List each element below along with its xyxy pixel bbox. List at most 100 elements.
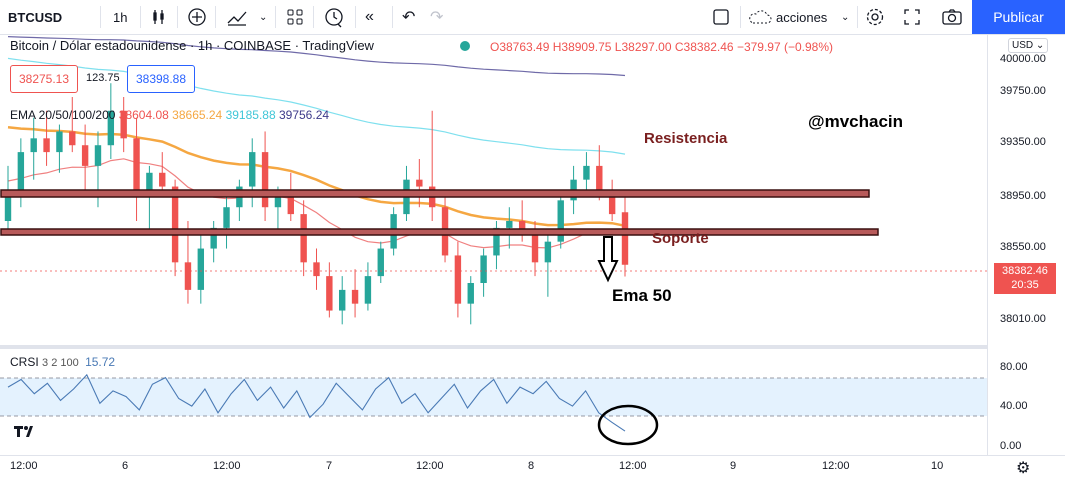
redo-icon[interactable]: ↷ bbox=[430, 9, 444, 26]
candle[interactable] bbox=[506, 221, 513, 228]
price-tick: 39750.00 bbox=[1000, 85, 1046, 97]
crsi-pane[interactable] bbox=[0, 349, 987, 455]
candle[interactable] bbox=[300, 214, 307, 263]
candle[interactable] bbox=[223, 207, 230, 228]
add-indicator-icon[interactable] bbox=[187, 0, 207, 34]
candle[interactable] bbox=[249, 152, 256, 187]
resistance-annotation[interactable]: Resistencia bbox=[644, 130, 728, 147]
chevron-down-icon[interactable]: ⌄ bbox=[841, 11, 850, 23]
cloud-save-button[interactable]: acciones bbox=[747, 0, 827, 34]
divider bbox=[100, 6, 101, 28]
current-price-value: 38382.46 bbox=[1002, 265, 1048, 277]
candle[interactable] bbox=[596, 165, 603, 194]
candle[interactable] bbox=[146, 172, 153, 194]
candle[interactable] bbox=[493, 227, 500, 256]
candle[interactable] bbox=[133, 138, 140, 194]
fullscreen-icon[interactable] bbox=[903, 0, 921, 34]
candle[interactable] bbox=[107, 110, 115, 146]
time-tick: 10 bbox=[931, 460, 944, 472]
ema-legend[interactable]: EMA 20/50/100/200 38604.08 38665.24 3918… bbox=[10, 108, 329, 122]
candle[interactable] bbox=[583, 165, 590, 180]
candle[interactable] bbox=[197, 248, 205, 290]
candle[interactable] bbox=[454, 255, 462, 304]
candle[interactable] bbox=[339, 289, 346, 311]
top-toolbar: BTCUSD 1h ⌄ « ↶ ↷ acciones ⌄ Publicar bbox=[0, 0, 1065, 35]
ema100-value: 39185.88 bbox=[225, 108, 276, 122]
ema20-value: 38604.08 bbox=[118, 108, 169, 122]
undo-icon[interactable]: ↶ bbox=[402, 9, 416, 26]
gear-icon[interactable]: ⚙ bbox=[1016, 460, 1031, 477]
price-chart[interactable] bbox=[0, 35, 987, 345]
candle[interactable] bbox=[120, 110, 127, 139]
candle[interactable] bbox=[326, 276, 333, 311]
sell-button[interactable]: 38275.13 bbox=[10, 65, 78, 93]
candle[interactable] bbox=[467, 283, 474, 304]
candle[interactable] bbox=[313, 262, 320, 277]
gear-icon[interactable] bbox=[865, 0, 885, 34]
ask-value: 38398.88 bbox=[135, 72, 187, 86]
candle[interactable] bbox=[17, 152, 25, 194]
down-arrow-icon bbox=[597, 236, 619, 283]
crsi-params: 3 2 100 bbox=[42, 357, 79, 369]
candle[interactable] bbox=[56, 131, 63, 153]
ema50-value: 38665.24 bbox=[172, 108, 223, 122]
candle[interactable] bbox=[159, 172, 166, 187]
templates-icon[interactable] bbox=[286, 0, 304, 34]
divider bbox=[857, 6, 858, 28]
ema200-value: 39756.24 bbox=[278, 108, 330, 122]
resistance-line[interactable] bbox=[0, 189, 870, 198]
symbol-search[interactable]: BTCUSD bbox=[8, 0, 62, 34]
author-annotation[interactable]: @mvchacin bbox=[808, 112, 904, 131]
candle[interactable] bbox=[416, 179, 423, 187]
camera-icon[interactable] bbox=[942, 0, 962, 34]
spread-value: 123.75 bbox=[86, 72, 120, 84]
crsi-legend[interactable]: CRSI 3 2 100 15.72 bbox=[10, 355, 115, 369]
crsi-label: CRSI bbox=[10, 355, 39, 369]
ema50-line bbox=[7, 126, 626, 228]
candle[interactable] bbox=[274, 193, 282, 208]
candle[interactable] bbox=[184, 262, 192, 290]
candle[interactable] bbox=[544, 241, 552, 263]
tradingview-logo[interactable] bbox=[12, 422, 40, 440]
candle[interactable] bbox=[69, 131, 76, 146]
candle[interactable] bbox=[351, 289, 359, 304]
candle[interactable] bbox=[364, 276, 372, 304]
candle[interactable] bbox=[30, 138, 37, 153]
candle[interactable] bbox=[4, 193, 12, 221]
candle[interactable] bbox=[261, 152, 269, 208]
time-tick: 8 bbox=[528, 460, 535, 472]
candle[interactable] bbox=[480, 255, 487, 283]
publish-button[interactable]: Publicar bbox=[972, 0, 1065, 34]
support-line[interactable] bbox=[0, 228, 879, 236]
candle[interactable] bbox=[287, 193, 294, 215]
indicators-icon[interactable] bbox=[226, 0, 248, 34]
candle[interactable] bbox=[43, 138, 50, 153]
time-axis[interactable]: 12:00 6 12:00 7 12:00 8 12:00 9 12:00 10… bbox=[0, 455, 1065, 480]
time-tick: 12:00 bbox=[416, 460, 444, 472]
pane-separator[interactable] bbox=[0, 345, 987, 349]
candle[interactable] bbox=[94, 145, 102, 166]
candles-icon[interactable] bbox=[150, 0, 168, 34]
candle[interactable] bbox=[557, 200, 564, 242]
candle[interactable] bbox=[518, 221, 526, 235]
candle[interactable] bbox=[81, 145, 89, 166]
divider bbox=[215, 6, 216, 28]
chevron-down-icon[interactable]: ⌄ bbox=[259, 11, 268, 23]
price-axis[interactable]: USD ⌄ 40000.00 39750.00 39350.00 38950.0… bbox=[987, 35, 1065, 455]
divider bbox=[313, 6, 314, 28]
replay-icon[interactable]: « bbox=[365, 8, 374, 25]
candle[interactable] bbox=[171, 186, 179, 263]
interval-button[interactable]: 1h bbox=[113, 0, 127, 34]
buy-button[interactable]: 38398.88 bbox=[127, 65, 195, 93]
candle[interactable] bbox=[531, 234, 539, 263]
candle[interactable] bbox=[621, 212, 629, 265]
alert-clock-icon[interactable] bbox=[323, 0, 345, 34]
candle[interactable] bbox=[608, 193, 616, 215]
layout-square-icon[interactable] bbox=[712, 0, 730, 34]
ema50-annotation[interactable]: Ema 50 bbox=[612, 286, 672, 305]
candle[interactable] bbox=[377, 248, 384, 277]
support-annotation[interactable]: Soporte bbox=[652, 230, 709, 247]
candle[interactable] bbox=[210, 227, 217, 249]
currency-selector[interactable]: USD ⌄ bbox=[1008, 38, 1049, 53]
ema-label: EMA 20/50/100/200 bbox=[10, 108, 116, 122]
